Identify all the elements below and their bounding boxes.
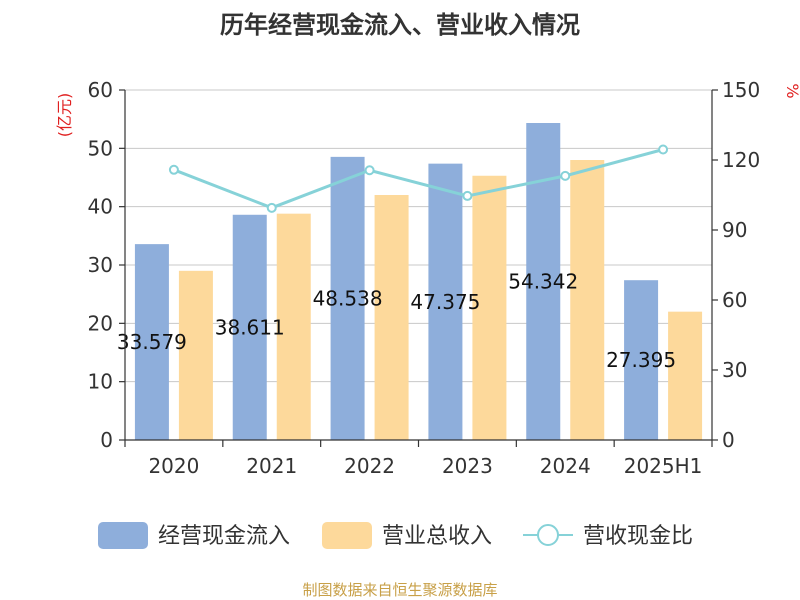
bar-data-label: 27.395 (606, 348, 676, 372)
y-right-tick-label: 120 (722, 148, 760, 172)
y-right-tick-label: 150 (722, 78, 760, 102)
y-left-tick-label: 10 (88, 370, 113, 394)
bar-data-label: 48.538 (313, 286, 383, 310)
chart-title: 历年经营现金流入、营业收入情况 (220, 11, 580, 39)
y-left-tick-label: 0 (100, 428, 113, 452)
bar (624, 280, 659, 440)
ratio-point (266, 202, 277, 213)
bars (134, 123, 703, 441)
bar (428, 163, 463, 441)
legend-swatch (322, 522, 372, 549)
bar (134, 244, 169, 440)
y-left-tick-label: 40 (88, 195, 113, 219)
x-tick-label: 2023 (442, 454, 493, 478)
bar (668, 311, 703, 440)
bar (570, 160, 605, 440)
legend-label: 经营现金流入 (158, 524, 290, 549)
legend-label: 营收现金比 (583, 524, 693, 549)
ratio-point (364, 165, 375, 176)
y-left-tick-label: 50 (88, 136, 113, 160)
legend-swatch (98, 522, 148, 549)
y-right-tick-label: 90 (722, 218, 747, 242)
y-left-tick-label: 60 (88, 78, 113, 102)
y-right-tick-label: 0 (722, 428, 735, 452)
bar-data-label: 54.342 (508, 270, 578, 294)
legend: 经营现金流入 营业总收入 营收现金比 (98, 522, 693, 549)
legend-label: 营业总收入 (382, 524, 492, 549)
source-note: 制图数据来自恒生聚源数据库 (302, 581, 497, 599)
x-tick-label: 2025H1 (624, 454, 703, 478)
bar (232, 214, 267, 440)
bar (526, 123, 561, 440)
x-tick-label: 2020 (148, 454, 199, 478)
legend-swatch-marker (537, 524, 559, 546)
y-right-axis-label: % (783, 83, 800, 98)
y-left-tick-label: 30 (88, 253, 113, 277)
bar (374, 195, 409, 440)
bar (178, 270, 213, 440)
bar-data-labels: 33.579 38.611 48.538 47.375 54.342 27.395 (117, 270, 676, 373)
bar (276, 213, 311, 440)
bar (472, 175, 507, 440)
bar-data-label: 33.579 (117, 330, 187, 354)
x-tick-label: 2022 (344, 454, 395, 478)
ratio-point (168, 164, 179, 175)
ratio-line-path (173, 148, 664, 210)
y-left-tick-label: 20 (88, 311, 113, 335)
ratio-point (658, 144, 669, 155)
ratio-line (168, 144, 669, 213)
bar-data-label: 47.375 (410, 290, 480, 314)
x-tick-label: 2024 (540, 454, 591, 478)
x-tick-label: 2021 (246, 454, 297, 478)
y-left-axis-label: (亿元) (55, 93, 74, 138)
axes: 0 10 20 30 40 50 60 0 30 60 90 120 150 2020 2021 2022 20… (88, 78, 761, 478)
ratio-point (462, 190, 473, 201)
bar (330, 156, 365, 440)
ratio-point (560, 170, 571, 181)
gridlines (125, 89, 712, 383)
y-right-tick-label: 30 (722, 358, 747, 382)
y-right-tick-label: 60 (722, 288, 747, 312)
bar-data-label: 38.611 (215, 315, 285, 339)
